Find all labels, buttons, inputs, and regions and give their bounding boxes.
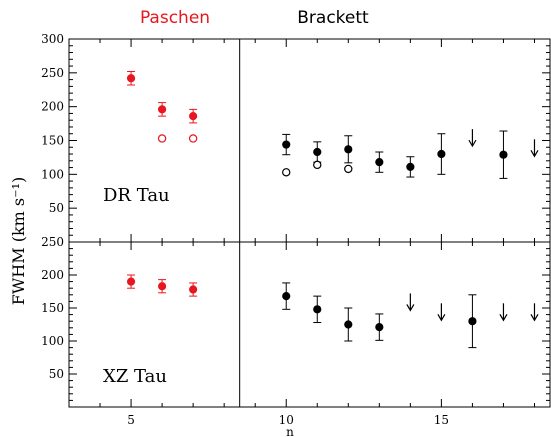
y-tick-label: 50 — [49, 201, 64, 215]
y-tick-label: 300 — [41, 32, 64, 46]
data-point — [344, 320, 353, 329]
data-point — [189, 285, 198, 294]
upper-limit-arrow — [437, 313, 446, 322]
panel-label-bottom: XZ Tau — [103, 366, 167, 387]
y-tick-label: 50 — [49, 367, 64, 381]
data-point — [344, 145, 353, 154]
x-tick-label: 5 — [127, 413, 135, 427]
x-tick-label: 10 — [279, 413, 294, 427]
upper-limit-arrow — [468, 139, 477, 148]
open-point — [157, 134, 167, 143]
y-tick-label: 100 — [41, 167, 64, 181]
data-point — [313, 147, 322, 157]
data-point — [157, 282, 167, 291]
upper-limit-arrow — [406, 304, 415, 312]
y-tick-label: 150 — [41, 134, 64, 148]
open-point — [313, 160, 322, 170]
data-point — [282, 140, 291, 149]
upper-limit-arrow — [530, 149, 539, 158]
y-tick-label: 150 — [41, 301, 64, 315]
data-point — [375, 323, 384, 332]
data-point — [313, 305, 322, 314]
y-tick-label: 200 — [41, 100, 64, 114]
brackett-header: Brackett — [297, 8, 369, 28]
y-axis-label: FWHM (km s⁻¹) — [9, 177, 28, 305]
chart-marks: 5 10 15 50 100 150 200 250 300 50 100 150 200 250 — [41, 32, 551, 427]
data-point — [437, 149, 446, 159]
data-point — [126, 74, 136, 83]
panel-frame — [68, 38, 551, 243]
upper-limit-arrow — [530, 313, 539, 322]
y-tick-label: 200 — [41, 268, 64, 282]
x-tick-label: 15 — [434, 413, 449, 427]
data-point — [157, 105, 167, 114]
data-point — [468, 317, 477, 326]
open-point — [282, 168, 291, 177]
data-point — [189, 112, 198, 121]
y-tick-label: 250 — [41, 66, 64, 80]
panel-label-top: DR Tau — [103, 185, 170, 206]
open-point — [344, 164, 353, 174]
open-point — [188, 134, 198, 143]
data-point — [499, 150, 508, 159]
panel-frame — [68, 241, 551, 408]
paschen-header: Paschen — [140, 8, 210, 28]
x-axis-label: n — [286, 425, 294, 437]
data-point — [282, 292, 291, 301]
data-point — [406, 162, 415, 171]
data-point — [375, 158, 384, 167]
y-tick-label: 100 — [41, 334, 64, 348]
y-tick-label: 250 — [41, 235, 64, 249]
upper-limit-arrow — [499, 313, 508, 322]
data-point — [126, 277, 136, 286]
